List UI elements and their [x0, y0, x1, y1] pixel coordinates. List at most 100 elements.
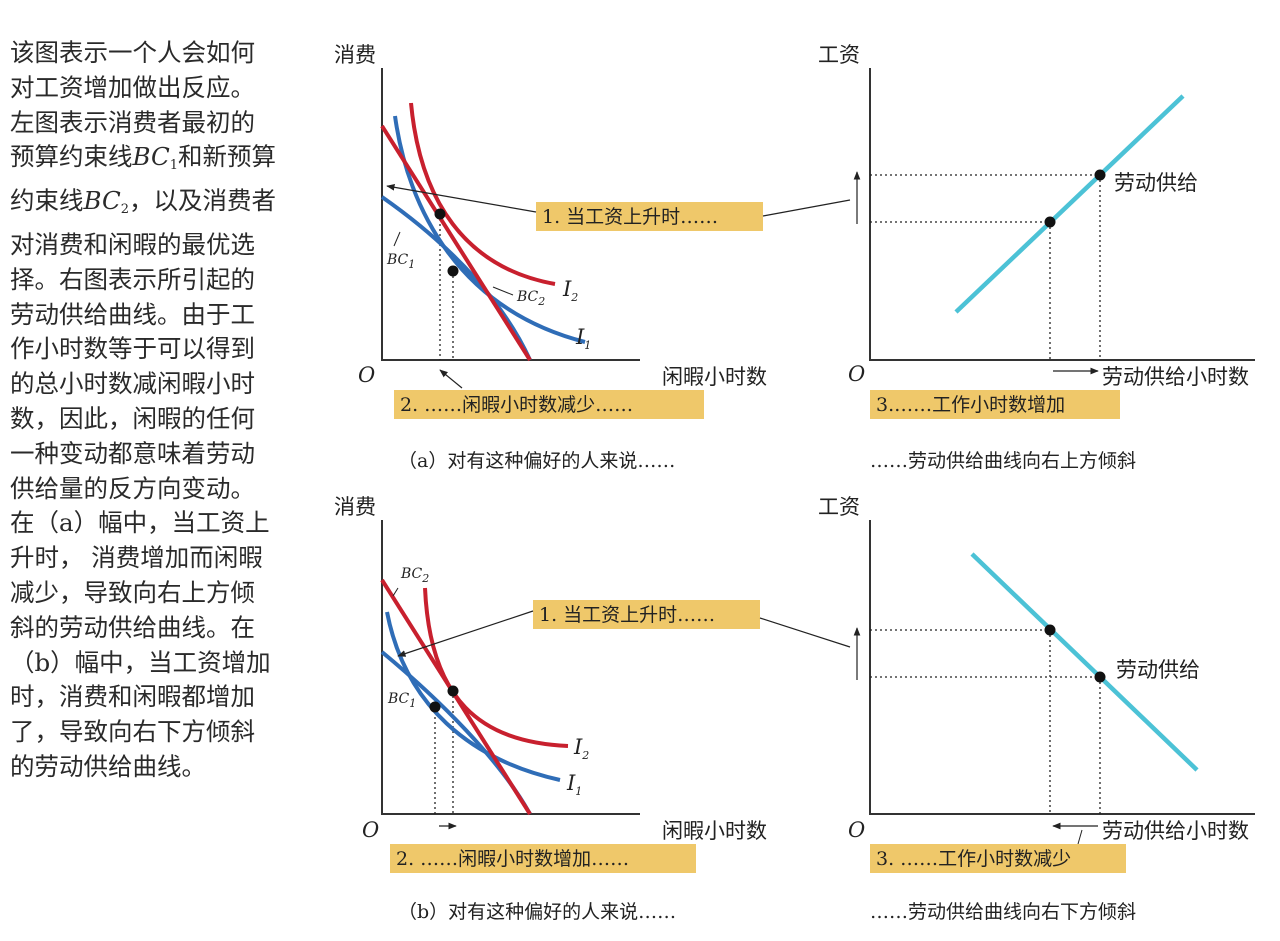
callout-text: 3.……工作小时数增加	[876, 394, 1065, 416]
callout-text: 1. 当工资上升时……	[542, 206, 718, 228]
indifference-curve-i2	[409, 102, 556, 286]
bc2-term: BC	[83, 186, 121, 216]
panel-b-right-graph: 工资 O 劳动供给小时数 劳动供给	[818, 495, 1255, 845]
leisure-shift-arrow	[439, 369, 463, 389]
description-line: 劳动供给曲线。由于工	[10, 299, 255, 329]
bc2-label: BC2	[516, 289, 545, 308]
optimum-point	[447, 685, 459, 697]
caption-right: ……劳动供给曲线向右上方倾斜	[870, 450, 1136, 472]
description-fragment: 预算约束线	[10, 142, 133, 172]
leisure-axis-label: 闲暇小时数	[662, 365, 767, 389]
bc1-label: BC1	[387, 691, 416, 710]
description-line: 供给量的反方向变动。	[10, 473, 255, 503]
panel-a: 消费 O 闲暇小时数 BC1 BC2 I2 I1 1. 当工资上升时…… 2	[334, 43, 1255, 472]
callout-box-wage-rise	[533, 600, 760, 629]
description-line: 数，因此，闲暇的任何	[10, 403, 255, 433]
caption-right: ……劳动供给曲线向右下方倾斜	[870, 901, 1136, 923]
description-line: 时，消费和闲暇都增加	[10, 682, 255, 712]
bc2-label: BC2	[400, 566, 429, 585]
consumption-axis-label: 消费	[334, 495, 376, 519]
panel-b: 消费 O 闲暇小时数 BC2 BC1 I2 I1 1. 当工资上升时…… 2. …	[334, 495, 1255, 923]
callout-arrow	[397, 610, 534, 657]
bc1-term-sub: 1	[169, 158, 178, 174]
panel-a-right-graph: 工资 O 劳动供给小时数 劳动供给	[818, 43, 1255, 389]
label-leader	[1077, 829, 1083, 845]
label-leader	[392, 587, 399, 597]
supply-point	[1044, 216, 1056, 228]
budget-line-bc2	[380, 124, 532, 362]
i1-label: I1	[575, 325, 591, 352]
description-line: 左图表示消费者最初的	[10, 107, 255, 137]
leisure-axis-label: 闲暇小时数	[662, 819, 767, 843]
description-line: 的劳动供给曲线。	[10, 751, 206, 781]
callout-box-work-hours	[870, 844, 1126, 873]
labor-hours-axis-label: 劳动供给小时数	[1102, 819, 1249, 843]
description-fragment: 约束线	[10, 186, 84, 216]
panel-b-left-graph: 消费 O 闲暇小时数 BC2 BC1 I2 I1	[334, 495, 767, 843]
budget-line-bc1	[380, 195, 532, 361]
labor-supply-curve	[954, 94, 1185, 314]
axes	[381, 520, 640, 815]
description-line: 升时， 消费增加而闲暇	[10, 543, 263, 573]
description-line: 了，导致向右下方倾斜	[10, 717, 255, 747]
description-line: 择。右图表示所引起的	[10, 264, 255, 294]
description-line: 斜的劳动供给曲线。在	[10, 612, 255, 642]
labor-supply-label: 劳动供给	[1114, 171, 1198, 195]
description-line: （b）幅中，当工资增加	[10, 647, 271, 677]
i1-label: I1	[566, 771, 582, 798]
indifference-curve-i1	[393, 115, 586, 344]
supply-point	[1094, 169, 1106, 181]
description-line: 对工资增加做出反应。	[10, 72, 255, 102]
callout-box-leisure-change	[390, 844, 696, 873]
origin-label: O	[362, 818, 379, 842]
supply-point	[1094, 671, 1106, 683]
description-line: 对消费和闲暇的最优选	[10, 229, 255, 259]
description-line: 的总小时数减闲暇小时	[10, 369, 255, 399]
description-line: 作小时数等于可以得到	[10, 334, 255, 364]
labor-hours-axis-label: 劳动供给小时数	[1102, 365, 1249, 389]
callout-text: 2. ……闲暇小时数增加……	[396, 848, 629, 870]
callout-box-wage-rise	[536, 202, 763, 231]
bc1-term: BC	[132, 142, 170, 172]
labor-supply-curve	[970, 552, 1199, 772]
callout-arrow	[386, 183, 537, 213]
optimum-point	[434, 208, 446, 220]
indifference-curve-i2	[423, 587, 569, 748]
bc1-label: BC1	[386, 252, 415, 271]
callout-text: 3. ……工作小时数减少	[876, 848, 1071, 870]
panel-a-left-graph: 消费 O 闲暇小时数 BC1 BC2 I2 I1	[334, 43, 767, 389]
indifference-curve-i1	[385, 611, 561, 782]
origin-label: O	[358, 363, 375, 387]
description-line: 减少，导致向右上方倾	[10, 577, 255, 607]
description-line: 一种变动都意味着劳动	[10, 438, 255, 468]
description-text: 该图表示一个人会如何 对工资增加做出反应。 左图表示消费者最初的 预算约束线BC…	[10, 36, 292, 785]
callout-box-work-hours	[870, 390, 1120, 419]
description-line: 该图表示一个人会如何	[10, 38, 255, 67]
callout-box-leisure-change	[394, 390, 704, 419]
optimum-point	[447, 265, 459, 277]
axes	[381, 68, 640, 361]
i2-label: I2	[562, 277, 578, 304]
description-line: 约束线BC2，以及消费者	[10, 184, 292, 228]
labor-supply-label: 劳动供给	[1116, 658, 1200, 682]
origin-label: O	[848, 818, 865, 842]
i2-label: I2	[573, 735, 589, 762]
axes	[869, 520, 1255, 815]
optimum-point	[429, 701, 441, 713]
description-line: 预算约束线BC1和新预算	[10, 140, 292, 184]
wage-axis-label: 工资	[818, 43, 860, 67]
callout-connector	[759, 617, 851, 648]
supply-point	[1044, 624, 1056, 636]
callout-text: 2. ……闲暇小时数减少……	[400, 394, 633, 416]
axes	[869, 68, 1255, 361]
origin-label: O	[848, 362, 865, 386]
description-fragment: ，以及消费者	[129, 186, 276, 216]
description-line: 在（a）幅中，当工资上	[10, 508, 270, 538]
description-fragment: 和新预算	[178, 142, 276, 172]
consumption-axis-label: 消费	[334, 43, 376, 67]
callout-text: 1. 当工资上升时……	[539, 604, 715, 626]
callout-connector	[762, 199, 851, 217]
caption-left: （a）对有这种偏好的人来说……	[398, 450, 675, 472]
wage-axis-label: 工资	[818, 495, 860, 519]
